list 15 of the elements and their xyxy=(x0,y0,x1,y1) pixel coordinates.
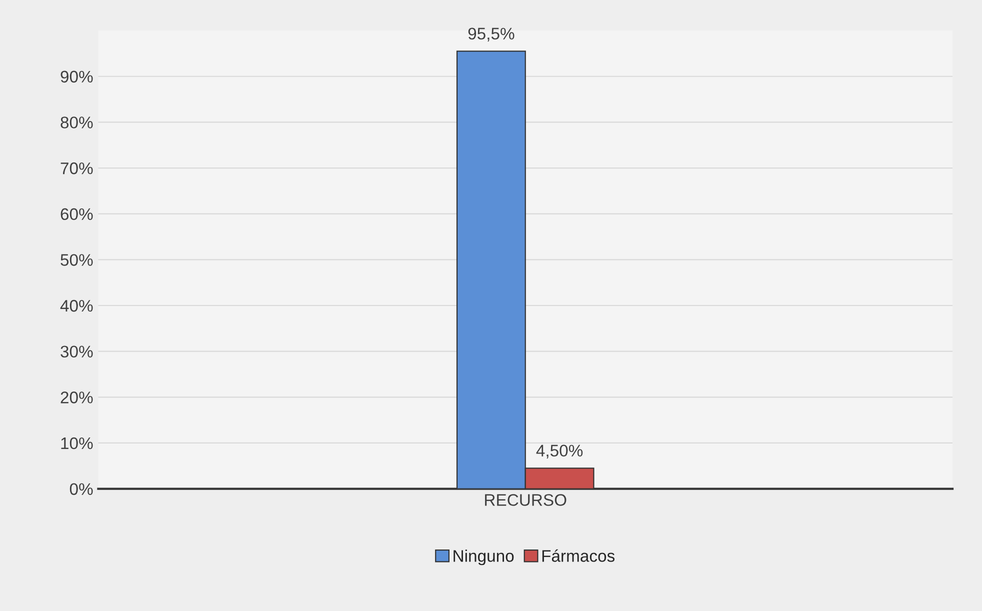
data-label: 95,5% xyxy=(468,28,514,42)
y-tick-label: 60% xyxy=(60,208,93,220)
y-tick-label: 90% xyxy=(60,70,93,83)
y-tick-label: 40% xyxy=(60,300,93,312)
y-tick-label: 0% xyxy=(70,483,93,496)
x-tick-label: RECURSO xyxy=(485,494,566,506)
data-label: 4,50% xyxy=(536,444,583,459)
y-tick-label: 10% xyxy=(61,437,93,450)
y-tick-label: 70% xyxy=(60,162,93,174)
y-tick-label: 20% xyxy=(60,392,93,404)
legend-label: Fármacos xyxy=(542,549,615,562)
legend-label: Ninguno xyxy=(454,550,514,566)
y-tick-label: 50% xyxy=(60,254,93,266)
y-tick-label: 80% xyxy=(60,116,93,128)
y-tick-label: 30% xyxy=(60,346,93,358)
